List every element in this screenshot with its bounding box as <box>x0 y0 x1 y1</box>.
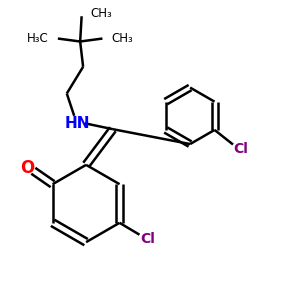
Text: HN: HN <box>64 116 90 131</box>
Text: CH₃: CH₃ <box>111 32 133 45</box>
Text: Cl: Cl <box>233 142 248 156</box>
Text: CH₃: CH₃ <box>91 7 112 20</box>
Text: O: O <box>20 159 34 177</box>
Text: H₃C: H₃C <box>27 32 49 45</box>
Text: Cl: Cl <box>140 232 154 246</box>
